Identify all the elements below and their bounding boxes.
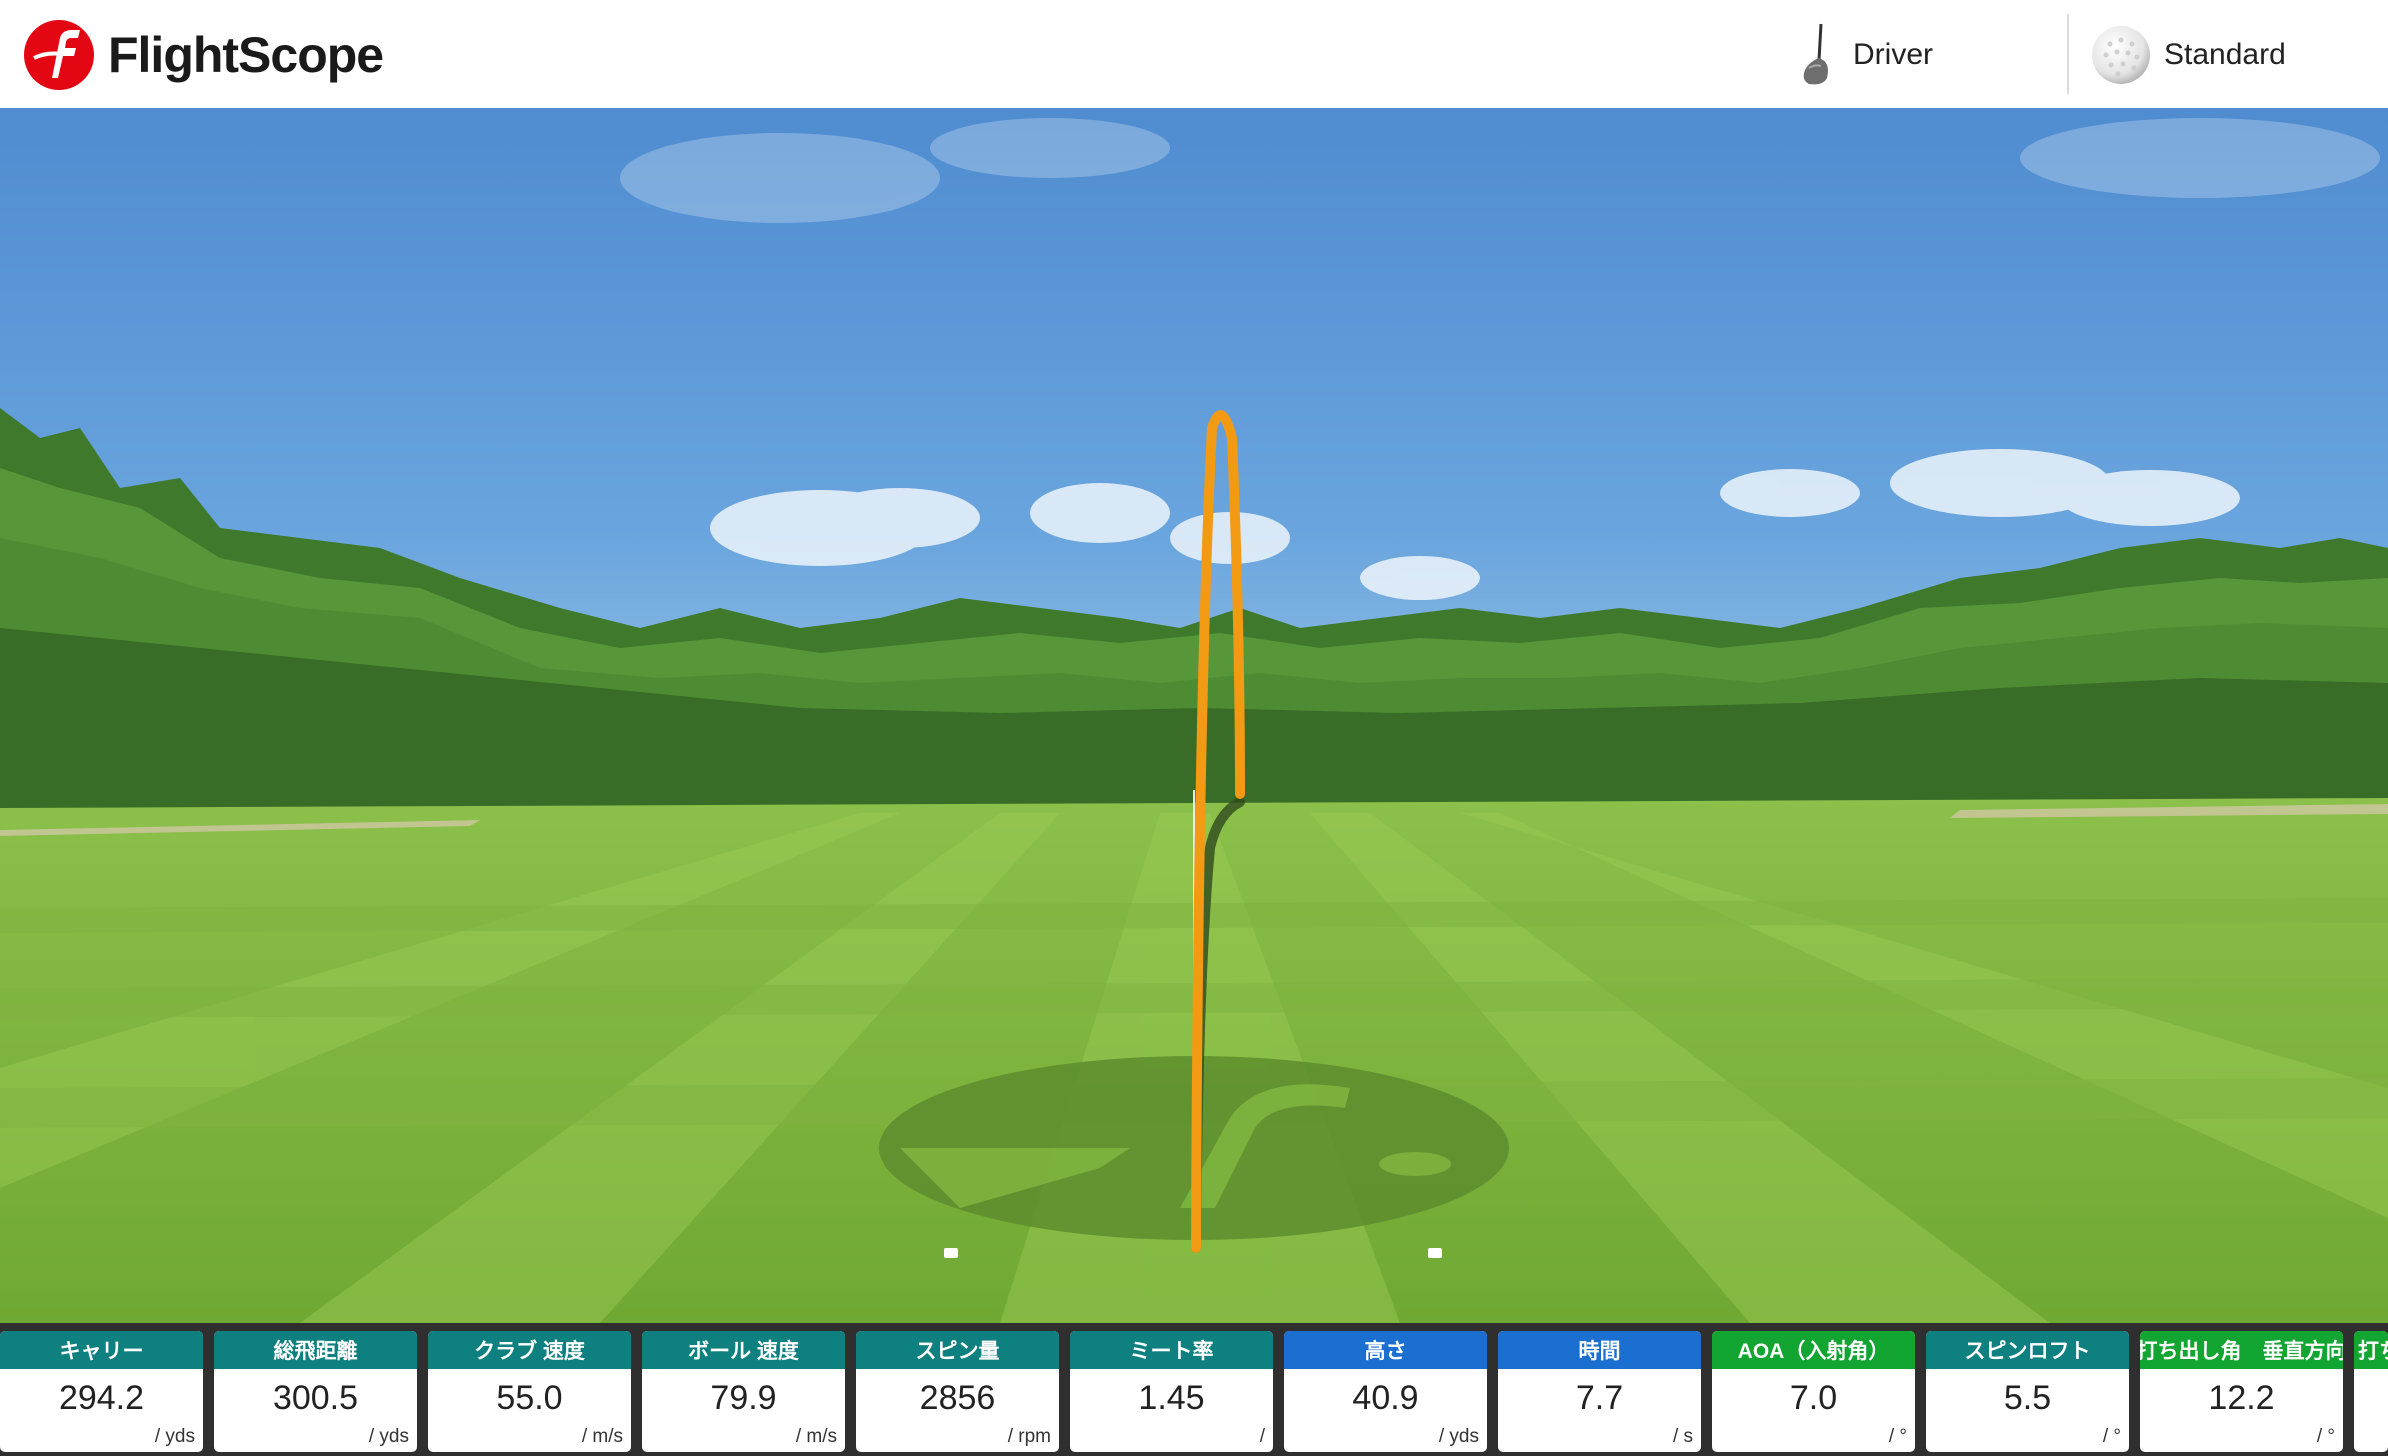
club-label: Driver xyxy=(1853,38,1933,71)
metric-spin-loft-label: スピンロフト xyxy=(1926,1331,2129,1369)
metric-smash-factor[interactable]: ミート率 1.45 / xyxy=(1070,1331,1273,1452)
metric-spin-rate-value: 2856 xyxy=(919,1379,996,1417)
metric-aoa-value: 7.0 xyxy=(1789,1379,1838,1417)
metric-spin-loft-unit: / ° xyxy=(2102,1426,2121,1447)
metric-total-distance[interactable]: 総飛距離 300.5 / yds xyxy=(214,1331,417,1452)
metric-carry-value: 294.2 xyxy=(58,1379,145,1417)
golf-ball-icon xyxy=(2092,26,2150,84)
clouds xyxy=(710,449,2240,600)
metric-flight-time-value: 7.7 xyxy=(1575,1379,1624,1417)
metric-aoa-label: AOA（入射角） xyxy=(1712,1331,1915,1369)
ball-label: Standard xyxy=(2164,38,2286,71)
metric-smash-factor-label: ミート率 xyxy=(1070,1331,1273,1369)
header-divider xyxy=(2067,14,2069,94)
metric-carry[interactable]: キャリー 294.2 / yds xyxy=(0,1331,203,1452)
metric-ball-speed-value: 79.9 xyxy=(710,1379,777,1417)
tee-marker-left xyxy=(944,1248,958,1258)
metric-height-value: 40.9 xyxy=(1352,1379,1419,1417)
metric-carry-unit: / yds xyxy=(154,1426,195,1447)
metric-spin-loft[interactable]: スピンロフト 5.5 / ° xyxy=(1926,1331,2129,1452)
metric-ball-speed-unit: / m/s xyxy=(795,1426,837,1447)
metric-ball-speed-label: ボール 速度 xyxy=(642,1331,845,1369)
tree-line xyxy=(0,408,2388,808)
metric-spin-rate-label: スピン量 xyxy=(856,1331,1059,1369)
metric-launch-angle-vertical-unit: / ° xyxy=(2316,1426,2335,1447)
ball-flight-trace xyxy=(1191,410,1245,1253)
metric-spin-rate[interactable]: スピン量 2856 / rpm xyxy=(856,1331,1059,1452)
flightscope-logo-icon xyxy=(24,20,94,90)
metric-total-distance-label: 総飛距離 xyxy=(214,1331,417,1369)
metric-total-distance-unit: / yds xyxy=(368,1426,409,1447)
metric-launch-partial[interactable]: 打ち xyxy=(2354,1331,2388,1452)
metric-spin-loft-value: 5.5 xyxy=(2003,1379,2052,1417)
metric-club-speed-value: 55.0 xyxy=(496,1379,563,1417)
metric-launch-angle-vertical-label: 打ち出し角 垂直方向 xyxy=(2140,1331,2343,1369)
metric-ball-speed[interactable]: ボール 速度 79.9 / m/s xyxy=(642,1331,845,1452)
club-selector[interactable]: Driver xyxy=(1795,20,1933,90)
metric-spin-rate-unit: / rpm xyxy=(1007,1426,1051,1447)
metric-height-label: 高さ xyxy=(1284,1331,1487,1369)
metric-launch-angle-vertical[interactable]: 打ち出し角 垂直方向 12.2 / ° xyxy=(2140,1331,2343,1452)
metrics-bar: キャリー 294.2 / yds 総飛距離 300.5 / yds クラブ 速度… xyxy=(0,1323,2388,1456)
metric-total-distance-value: 300.5 xyxy=(272,1379,359,1417)
brand-logo: FlightScope xyxy=(22,18,384,92)
driver-club-icon xyxy=(1803,23,1828,85)
metric-smash-factor-unit: / xyxy=(1259,1426,1265,1447)
metric-aoa[interactable]: AOA（入射角） 7.0 / ° xyxy=(1712,1331,1915,1452)
top-bar: FlightScope Driver xyxy=(0,0,2388,108)
metric-aoa-unit: / ° xyxy=(1888,1426,1907,1447)
metric-club-speed-label: クラブ 速度 xyxy=(428,1331,631,1369)
metric-club-speed[interactable]: クラブ 速度 55.0 / m/s xyxy=(428,1331,631,1452)
metric-flight-time[interactable]: 時間 7.7 / s xyxy=(1498,1331,1701,1452)
metric-smash-factor-value: 1.45 xyxy=(1138,1379,1205,1417)
brand-name: FlightScope xyxy=(108,27,384,83)
metric-carry-label: キャリー xyxy=(0,1331,203,1369)
metric-club-speed-unit: / m/s xyxy=(581,1426,623,1447)
metric-flight-time-unit: / s xyxy=(1672,1426,1693,1447)
ball-selector[interactable]: Standard xyxy=(2090,20,2286,90)
metric-launch-partial-label: 打ち xyxy=(2354,1331,2388,1369)
metric-launch-angle-vertical-value: 12.2 xyxy=(2208,1379,2275,1417)
range-scene xyxy=(0,108,2388,1323)
metric-height[interactable]: 高さ 40.9 / yds xyxy=(1284,1331,1487,1452)
tee-marker-right xyxy=(1428,1248,1442,1258)
metric-flight-time-label: 時間 xyxy=(1498,1331,1701,1369)
metric-height-unit: / yds xyxy=(1438,1426,1479,1447)
